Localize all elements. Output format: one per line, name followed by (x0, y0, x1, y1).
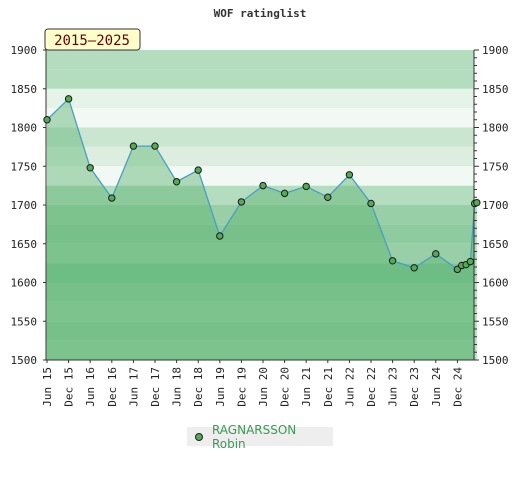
x-tick-label: Dec 20 (279, 367, 292, 407)
x-tick-label: Jun 15 (41, 367, 54, 407)
y-tick-label-right: 1650 (482, 238, 509, 251)
chart-title: WOF ratinglist (214, 7, 307, 20)
data-point (324, 193, 332, 201)
background-band (46, 205, 474, 225)
background-bands (46, 50, 474, 360)
data-point (432, 250, 440, 258)
y-tick-label-left: 1850 (11, 83, 38, 96)
y-tick-label-left: 1750 (11, 160, 38, 173)
x-tick-label: Jun 24 (430, 367, 443, 407)
data-point (473, 198, 481, 207)
x-tick-label: Dec 22 (365, 367, 378, 407)
x-tick-label: Dec 18 (192, 367, 205, 407)
x-axis-ticks: Jun 15 Dec 15 Jun 16 Dec 16 Jun 17 Dec 17 Jun … (41, 360, 464, 407)
y-tick-label-left: 1800 (11, 122, 38, 135)
data-point (259, 181, 267, 190)
background-band (46, 166, 474, 186)
x-tick-label: Jun 16 (84, 367, 97, 407)
data-points (43, 95, 481, 274)
data-point (129, 142, 138, 150)
data-point (367, 199, 375, 208)
data-point (216, 232, 224, 240)
y-tick-label-left: 1600 (11, 277, 38, 290)
background-band (46, 127, 474, 147)
data-point (280, 189, 289, 198)
background-band (46, 282, 474, 302)
data-point (172, 178, 181, 186)
background-band (46, 146, 474, 167)
background-band (46, 50, 474, 70)
chart-canvas: WOF ratinglist 1500155016001650170017501… (11, 7, 509, 407)
y-axis-right-ticks: 1500 1550 1600 1650 1700 1750 1800 1850 1900 (474, 44, 509, 367)
y-tick-label-right: 1900 (482, 44, 509, 57)
data-point (345, 171, 354, 179)
data-point (194, 166, 202, 174)
y-tick-label-left: 1650 (11, 238, 38, 251)
y-tick-label-left: 1550 (11, 315, 38, 328)
data-point (237, 198, 246, 206)
data-point (388, 257, 397, 265)
y-tick-label-right: 1850 (482, 83, 509, 96)
data-point (410, 264, 418, 272)
legend-marker-icon (195, 432, 203, 441)
y-tick-label-right: 1600 (482, 277, 509, 290)
x-tick-label: Dec 23 (408, 367, 421, 407)
x-tick-label: Dec 16 (106, 367, 119, 407)
x-tick-label: Dec 19 (235, 367, 248, 407)
data-point (302, 182, 310, 191)
y-tick-label-right: 1550 (482, 315, 509, 328)
x-tick-label: Dec 17 (149, 367, 162, 407)
data-point (108, 194, 116, 202)
data-point (64, 95, 73, 103)
x-tick-label: Jun 20 (257, 367, 270, 407)
legend: RAGNARSSON Robin (187, 423, 333, 451)
x-tick-label: Dec 15 (63, 367, 76, 407)
y-tick-label-left: 1500 (11, 354, 38, 367)
y-tick-label-right: 1800 (482, 122, 509, 135)
background-band (46, 69, 474, 89)
x-tick-label: Jun 21 (300, 367, 313, 407)
background-band (46, 108, 474, 128)
background-band (46, 263, 474, 283)
background-band (46, 88, 474, 109)
background-band (46, 224, 474, 244)
data-point (86, 164, 94, 172)
series-area (47, 98, 477, 360)
y-tick-label-left: 1900 (11, 44, 38, 57)
background-band (46, 301, 474, 322)
x-tick-label: Jun 22 (343, 367, 356, 407)
x-tick-label: Dec 24 (451, 367, 464, 407)
period-badge: 2015–2025 (44, 28, 141, 51)
x-tick-label: Jun 19 (214, 367, 227, 407)
y-tick-label-right: 1750 (482, 160, 509, 173)
background-band (46, 321, 474, 341)
background-band (46, 185, 474, 205)
x-tick-label: Jun 23 (387, 367, 400, 407)
data-point (43, 116, 51, 124)
y-axis-left-ticks: 1500 1550 1600 1650 1700 1750 1800 1850 1900 (11, 44, 46, 367)
y-tick-label-right: 1500 (482, 354, 509, 367)
data-point (151, 142, 159, 150)
x-tick-label: Jun 18 (171, 367, 184, 407)
y-tick-label-right: 1700 (482, 199, 509, 212)
x-tick-label: Dec 21 (322, 367, 335, 407)
background-band (46, 340, 474, 360)
x-tick-label: Jun 17 (127, 367, 140, 407)
legend-label: RAGNARSSON Robin (211, 422, 297, 451)
y-tick-label-left: 1700 (11, 199, 38, 212)
background-band (46, 243, 474, 264)
period-badge-label: 2015–2025 (54, 33, 130, 49)
data-point (466, 257, 475, 266)
